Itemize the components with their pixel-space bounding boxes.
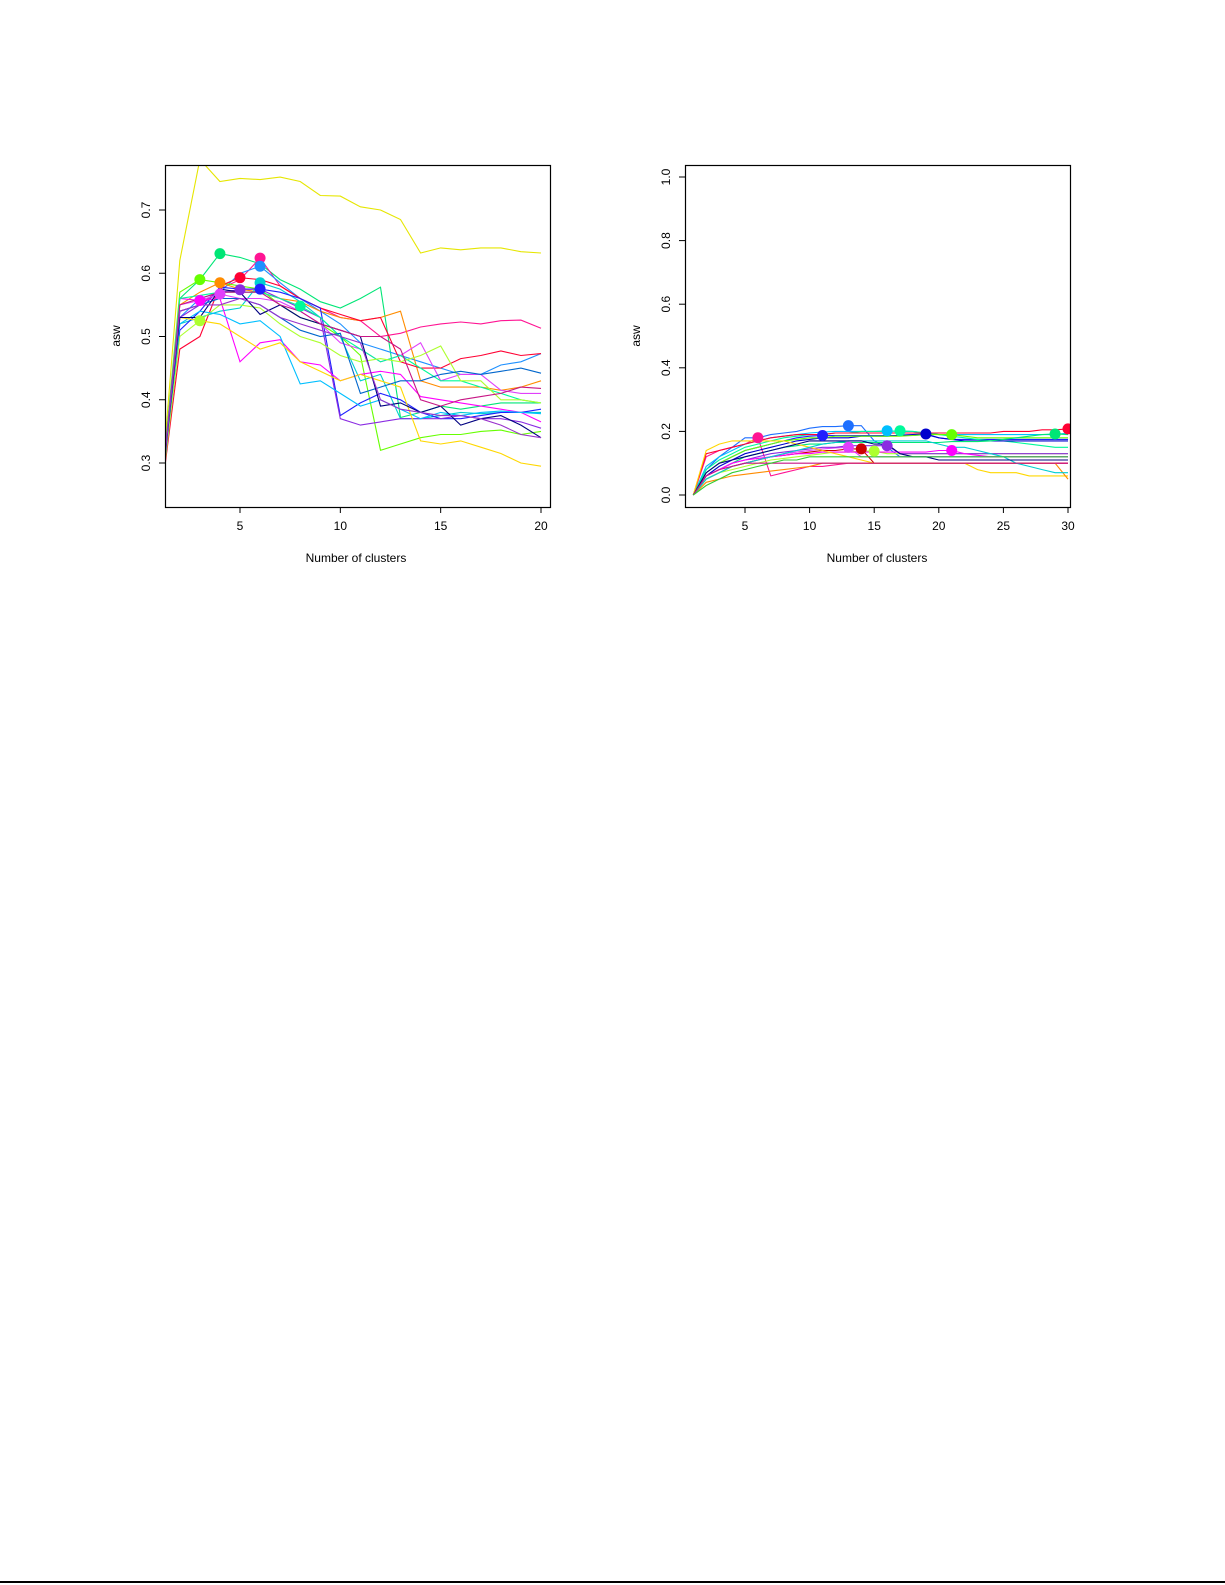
x-tick-label: 20 <box>932 519 946 533</box>
series-line-s4 <box>166 265 542 454</box>
optimum-marker-t7 <box>946 429 958 441</box>
optimum-marker-t13 <box>881 440 893 452</box>
series-line-t17 <box>692 440 1068 496</box>
series-line-s18 <box>166 288 542 454</box>
chart-left-axes: 5 10 15 20 0.3 0.4 0.5 0.6 0.7 <box>139 201 548 533</box>
series-line-s12 <box>166 297 542 448</box>
optimum-marker-t4 <box>881 425 893 437</box>
optimum-marker-t12 <box>868 445 880 457</box>
optimum-marker-t9 <box>1062 423 1070 435</box>
x-tick-label: 15 <box>868 519 882 533</box>
chart-left-series <box>166 166 542 467</box>
page-bottom-rule <box>0 1581 1225 1583</box>
optimum-marker-s14 <box>194 315 206 327</box>
y-tick-label: 0.7 <box>139 201 153 218</box>
x-tick-label: 5 <box>237 519 244 533</box>
optimum-marker-t10 <box>842 441 854 453</box>
y-tick-label: 0.5 <box>139 328 153 345</box>
series-line-s17 <box>166 297 542 452</box>
optimum-marker-s11 <box>214 288 226 300</box>
optimum-marker-s6 <box>214 277 226 289</box>
y-tick-label: 0.3 <box>139 454 153 471</box>
optimum-marker-t2 <box>842 420 854 432</box>
optimum-marker-t6 <box>920 428 932 440</box>
chart-left: 5 10 15 20 0.3 0.4 0.5 0.6 0.7 Number of cluster… <box>109 164 552 565</box>
y-tick-label: 0.4 <box>139 391 153 408</box>
series-line-s15 <box>166 310 542 455</box>
optimum-marker-s3 <box>254 252 266 264</box>
y-tick-label: 0.8 <box>659 232 673 249</box>
chart-right-markers <box>752 420 1070 457</box>
optimum-marker-t3 <box>817 430 829 442</box>
x-tick-label: 5 <box>742 519 749 533</box>
series-line-s6 <box>166 282 542 450</box>
optimum-marker-t14 <box>946 444 958 456</box>
series-line-t10 <box>692 446 1068 496</box>
optimum-marker-s4 <box>254 260 266 272</box>
y-tick-label: 0.2 <box>659 423 673 440</box>
chart-left-x-axis-title: Number of clusters <box>306 551 407 565</box>
series-line-s9 <box>166 286 542 457</box>
y-tick-label: 0.6 <box>659 296 673 313</box>
chart-right-plot-box <box>684 164 1072 509</box>
series-line-t18 <box>692 440 1068 496</box>
optimum-marker-t11 <box>855 443 867 455</box>
series-line-t7 <box>692 434 1068 496</box>
series-line-t13 <box>692 445 1068 496</box>
optimum-marker-s9 <box>254 283 266 295</box>
optimum-marker-s2 <box>214 248 226 260</box>
optimum-marker-s12 <box>194 294 206 306</box>
optimum-marker-t5 <box>894 425 906 437</box>
chart-right-y-axis-title: asw <box>629 325 643 347</box>
optimum-marker-s10 <box>234 284 246 296</box>
y-tick-label: 1.0 <box>659 168 673 185</box>
series-line-s16 <box>166 316 542 467</box>
optimum-marker-t1 <box>752 432 764 444</box>
y-tick-label: 0.0 <box>659 486 673 503</box>
series-line-s10 <box>166 288 542 454</box>
optimum-marker-s7 <box>234 272 246 284</box>
x-tick-label: 10 <box>803 519 817 533</box>
chart-left-markers <box>194 248 306 327</box>
x-tick-label: 15 <box>434 519 448 533</box>
series-line-s8 <box>166 282 541 455</box>
series-line-s14 <box>166 304 542 459</box>
chart-left-plot-box <box>164 164 552 509</box>
optimum-marker-s13 <box>294 300 306 312</box>
chart-right-axes: 5 10 15 20 25 30 0.0 0.2 0.4 0.6 0.8 1.0 <box>659 168 1075 533</box>
chart-right-x-axis-title: Number of clusters <box>827 551 928 565</box>
series-line-s20 <box>166 297 542 452</box>
y-tick-label: 0.6 <box>139 265 153 282</box>
x-tick-label: 10 <box>334 519 348 533</box>
series-line-t20 <box>692 456 1068 496</box>
optimum-marker-t8 <box>1049 428 1061 440</box>
chart-right: 5 10 15 20 25 30 0.0 0.2 0.4 0.6 0.8 1.0 Number of … <box>629 164 1075 565</box>
series-line-s11 <box>166 293 541 450</box>
x-tick-label: 20 <box>534 519 548 533</box>
x-tick-label: 25 <box>997 519 1011 533</box>
series-line-t19 <box>692 462 1068 496</box>
chart-left-y-axis-title: asw <box>109 325 123 347</box>
x-tick-label: 30 <box>1061 519 1075 533</box>
y-tick-label: 0.4 <box>659 359 673 376</box>
optimum-marker-s5 <box>194 274 206 286</box>
chart-right-series <box>692 425 1069 496</box>
series-line-s1 <box>166 166 542 437</box>
